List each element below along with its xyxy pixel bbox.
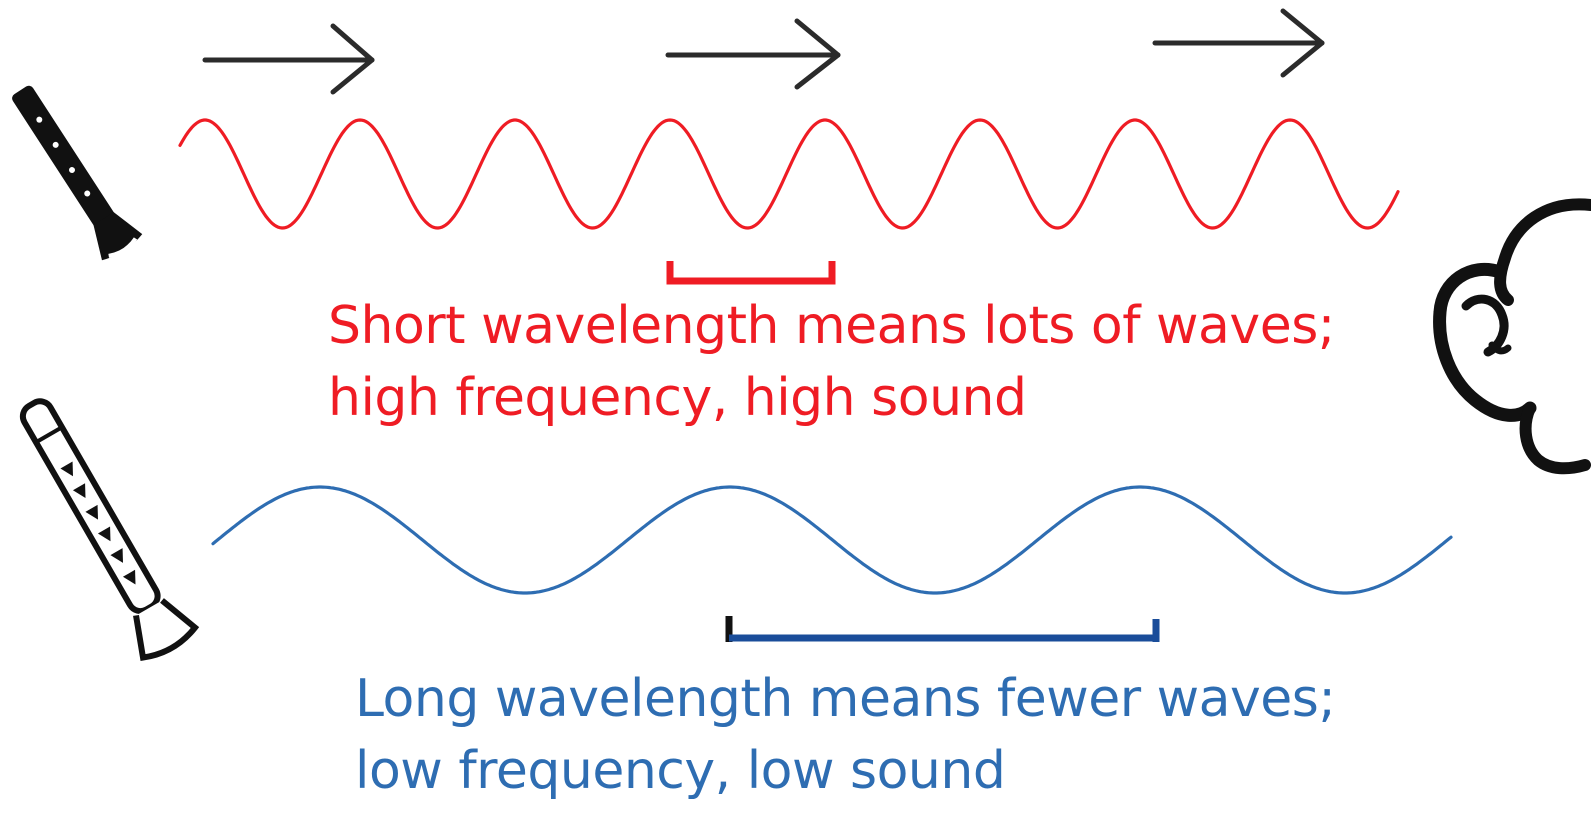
long-wavelength-bracket [725,616,1160,642]
long-wave-line [211,485,1453,595]
arrow-right-icon [202,23,375,95]
recorder-icon [19,398,200,661]
long-caption-line-1: Long wavelength means fewer waves; [355,669,1336,729]
arrow-right-icon [1152,8,1325,78]
listener-head-icon [1433,198,1591,475]
long-wavelength-caption: Long wavelength means fewer waves; low f… [355,663,1336,807]
short-caption-line-1: Short wavelength means lots of waves; [328,296,1335,356]
short-wavelength-bracket [666,261,836,285]
flute-icon [12,85,143,261]
short-caption-line-2: high frequency, high sound [328,368,1027,428]
short-wavelength-caption: Short wavelength means lots of waves; hi… [328,290,1335,434]
long-caption-line-2: low frequency, low sound [355,741,1006,801]
arrow-right-icon [665,18,841,90]
short-wave-line [178,118,1400,230]
